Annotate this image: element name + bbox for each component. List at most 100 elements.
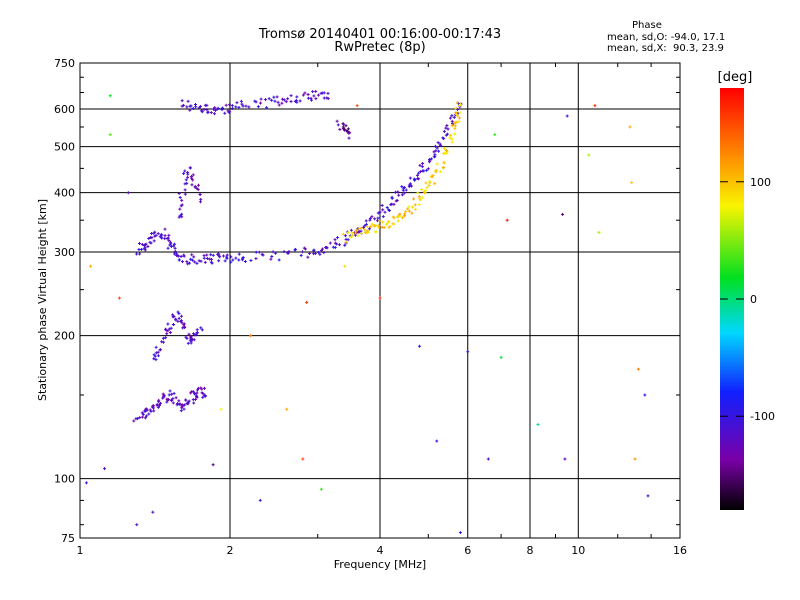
echo-point <box>333 238 337 242</box>
scatter-point <box>285 407 289 411</box>
echo-point <box>162 395 166 399</box>
echo-point <box>173 246 177 250</box>
stats-label: Phase <box>632 20 662 31</box>
echo-point <box>254 100 258 104</box>
echo-point <box>453 124 457 128</box>
echo-point <box>147 236 151 240</box>
echo-point <box>141 412 145 416</box>
echo-point <box>223 259 227 263</box>
echo-point <box>227 103 231 107</box>
echo-point <box>412 177 416 181</box>
echo-point <box>168 331 172 335</box>
echo-point <box>166 246 170 250</box>
echo-point <box>453 121 457 125</box>
echo-point <box>200 328 204 332</box>
echo-point <box>165 400 169 404</box>
echo-point <box>202 108 206 112</box>
echo-point <box>153 354 157 358</box>
echo-point <box>411 205 415 209</box>
echo-point <box>222 254 226 258</box>
echo-point <box>303 91 307 95</box>
echo-point <box>169 398 173 402</box>
echo-point <box>190 183 194 187</box>
scatter-point <box>458 531 462 535</box>
scatter-point <box>89 264 93 268</box>
echo-point <box>410 184 414 188</box>
echo-point <box>421 169 425 173</box>
echo-point <box>179 402 183 406</box>
scatter-point <box>84 481 88 485</box>
echo-point <box>171 313 175 317</box>
echo-point <box>276 100 280 104</box>
y-tick-label: 750 <box>54 57 75 70</box>
echo-point <box>450 137 454 141</box>
echo-point <box>180 260 184 264</box>
scatter-point <box>219 407 223 411</box>
echo-point <box>143 246 147 250</box>
echo-point <box>156 405 160 409</box>
echo-point <box>153 230 157 234</box>
y-tick-label: 200 <box>54 330 75 343</box>
echo-point <box>178 214 182 218</box>
echo-point <box>145 414 149 418</box>
echo-point <box>444 133 448 137</box>
echo-point <box>170 392 174 396</box>
echo-point <box>193 397 197 401</box>
echo-point <box>277 103 281 107</box>
echo-point <box>444 149 448 153</box>
echo-point <box>152 239 156 243</box>
echo-point <box>381 208 385 212</box>
echo-point <box>370 215 374 219</box>
echo-point <box>186 400 190 404</box>
echo-point <box>458 111 462 115</box>
echo-point <box>167 327 171 331</box>
echo-point <box>185 260 189 264</box>
echo-point <box>442 160 446 164</box>
echo-point <box>193 185 197 189</box>
echo-point <box>380 203 384 207</box>
scatter-point <box>378 296 382 300</box>
echo-point <box>192 255 196 259</box>
echo-point <box>195 391 199 395</box>
echo-point <box>161 336 165 340</box>
echo-point <box>151 406 155 410</box>
echo-point <box>401 188 405 192</box>
echo-point <box>148 240 152 244</box>
echo-point <box>455 101 459 105</box>
echo-point <box>167 398 171 402</box>
echo-point <box>205 108 209 112</box>
echo-point <box>403 212 407 216</box>
echo-point <box>189 166 193 170</box>
echo-point <box>179 319 183 323</box>
echo-point <box>425 186 429 190</box>
echo-point <box>444 126 448 130</box>
echo-point <box>434 170 438 174</box>
echo-point <box>175 403 179 407</box>
echo-point <box>424 188 428 192</box>
scatter-point <box>593 104 597 108</box>
data-points <box>84 89 650 535</box>
echo-point <box>275 95 279 99</box>
stats-o-mode: mean, sd,O: -94.0, 17.1 <box>607 32 726 43</box>
echo-point <box>179 409 183 413</box>
echo-point <box>177 312 181 316</box>
echo-point <box>201 395 205 399</box>
echo-point <box>282 98 286 102</box>
echo-point <box>406 207 410 211</box>
echo-point <box>333 246 337 250</box>
echo-point <box>428 158 432 162</box>
echo-point <box>400 185 404 189</box>
scatter-point <box>343 264 347 268</box>
echo-point <box>234 256 238 260</box>
echo-point <box>308 251 312 255</box>
echo-point <box>254 257 258 261</box>
echo-point <box>421 161 425 165</box>
echo-point <box>368 218 372 222</box>
chart-title: Tromsø 20140401 00:16:00-00:17:43 <box>258 27 502 42</box>
echo-point <box>317 250 321 254</box>
echo-point <box>302 246 306 250</box>
echo-point <box>325 245 329 249</box>
echo-point <box>154 358 158 362</box>
